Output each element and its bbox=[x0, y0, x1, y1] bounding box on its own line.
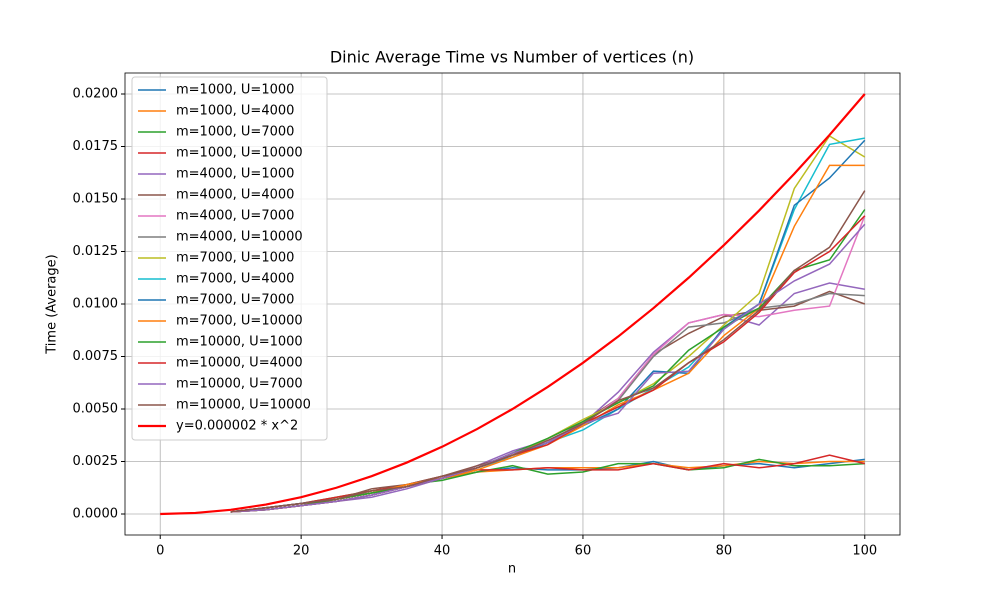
legend-label: m=10000, U=10000 bbox=[176, 398, 311, 413]
y-tick-label: 0.0175 bbox=[73, 139, 119, 154]
y-tick-label: 0.0200 bbox=[73, 87, 119, 102]
x-tick-label: 20 bbox=[293, 544, 310, 559]
legend-label: m=7000, U=10000 bbox=[176, 314, 303, 329]
legend-label: m=4000, U=10000 bbox=[176, 230, 303, 245]
series-line bbox=[230, 454, 865, 513]
y-tick-label: 0.0025 bbox=[73, 454, 119, 469]
chart-title: Dinic Average Time vs Number of vertices… bbox=[330, 48, 694, 67]
legend-label: m=10000, U=4000 bbox=[176, 356, 303, 371]
y-tick-label: 0.0000 bbox=[73, 507, 119, 522]
y-axis-label: Time (Average) bbox=[45, 254, 60, 354]
x-axis-label: n bbox=[508, 562, 516, 577]
legend-label: m=7000, U=4000 bbox=[176, 272, 294, 287]
legend-label: m=7000, U=7000 bbox=[176, 293, 294, 308]
legend-label: m=4000, U=1000 bbox=[176, 167, 294, 182]
y-tick-label: 0.0100 bbox=[73, 297, 119, 312]
legend-label: m=1000, U=4000 bbox=[176, 104, 294, 119]
x-tick-label: 0 bbox=[156, 544, 164, 559]
y-tick-label: 0.0150 bbox=[73, 192, 119, 207]
legend-label: m=1000, U=7000 bbox=[176, 125, 294, 140]
legend-label: y=0.000002 * x^2 bbox=[176, 419, 298, 434]
legend-label: m=7000, U=1000 bbox=[176, 251, 294, 266]
x-tick-label: 40 bbox=[434, 544, 451, 559]
series-line bbox=[230, 460, 865, 513]
legend-label: m=1000, U=10000 bbox=[176, 146, 303, 161]
x-tick-label: 60 bbox=[575, 544, 592, 559]
legend-label: m=1000, U=1000 bbox=[176, 83, 294, 98]
legend-label: m=4000, U=7000 bbox=[176, 209, 294, 224]
series-line bbox=[230, 190, 866, 513]
x-tick-label: 100 bbox=[852, 544, 877, 559]
y-tick-label: 0.0125 bbox=[73, 244, 119, 259]
series-line bbox=[160, 93, 866, 516]
legend-label: m=10000, U=1000 bbox=[176, 335, 303, 350]
y-tick-label: 0.0075 bbox=[73, 349, 119, 364]
axes-frame bbox=[124, 72, 901, 536]
legend-label: m=10000, U=7000 bbox=[176, 377, 303, 392]
legend-box bbox=[131, 76, 328, 441]
x-tick-label: 80 bbox=[716, 544, 733, 559]
legend-label: m=4000, U=4000 bbox=[176, 188, 294, 203]
y-tick-label: 0.0050 bbox=[73, 402, 119, 417]
series-line bbox=[230, 223, 866, 513]
